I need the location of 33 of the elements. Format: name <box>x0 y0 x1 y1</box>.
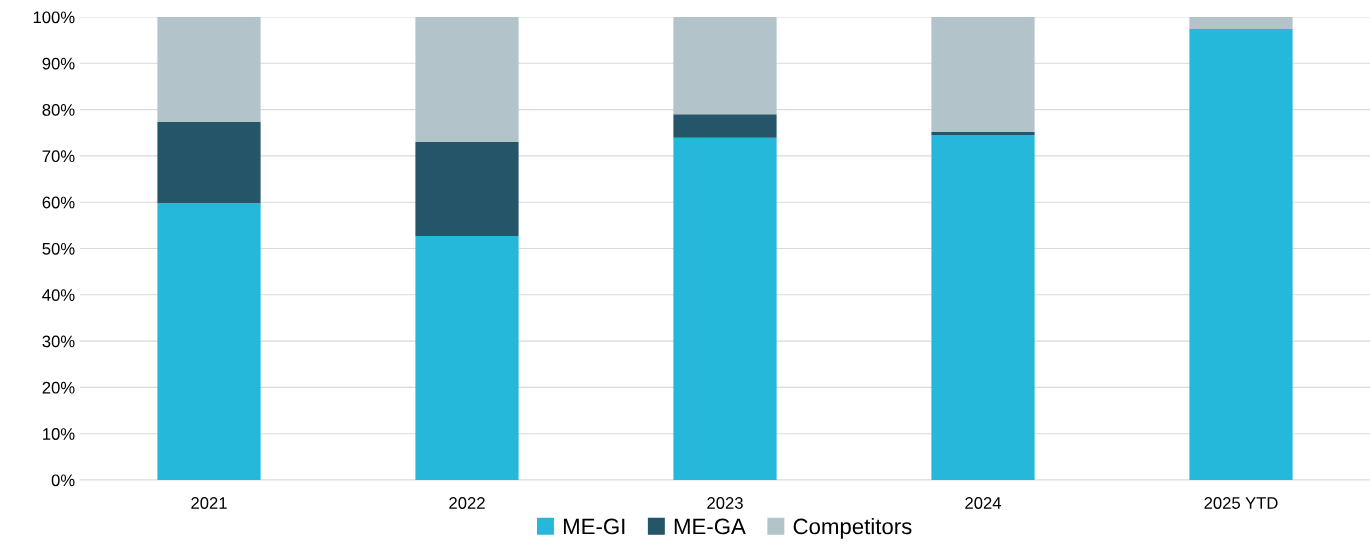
bar <box>673 114 777 138</box>
legend-label: ME-GI <box>563 518 625 535</box>
bar <box>673 137 777 480</box>
bar <box>415 142 519 236</box>
y-tick-label: 10% <box>43 428 75 440</box>
y-tick-label: 70% <box>42 150 75 163</box>
bar <box>1189 29 1293 480</box>
bar <box>415 17 519 143</box>
bar <box>415 236 519 480</box>
bar <box>1189 17 1293 30</box>
y-tick-label: 60% <box>42 196 75 209</box>
y-tick-label: 100% <box>33 11 75 24</box>
legend-label: ME-GA <box>674 518 746 535</box>
x-tick-label: 2022 <box>449 497 485 509</box>
y-tick-label: 20% <box>42 381 75 394</box>
bar <box>157 122 261 204</box>
x-tick-label: 2025 YTD <box>1204 497 1278 509</box>
y-tick-label: 40% <box>42 289 75 301</box>
bar <box>931 17 1035 132</box>
legend-label: Competitors <box>793 517 912 539</box>
y-tick-label: 80% <box>42 104 75 116</box>
x-tick-label: 2021 <box>191 497 227 509</box>
y-tick-label: 90% <box>42 57 75 70</box>
bar <box>931 135 1035 480</box>
bar <box>931 131 1035 136</box>
bar <box>157 203 261 480</box>
x-tick-label: 2023 <box>707 497 743 509</box>
y-tick-label: 50% <box>42 242 75 255</box>
y-tick-label: 30% <box>42 335 75 348</box>
y-tick-label: 0% <box>51 474 75 487</box>
bar <box>157 17 261 123</box>
x-tick-label: 2024 <box>965 497 1002 509</box>
bar <box>673 17 777 115</box>
